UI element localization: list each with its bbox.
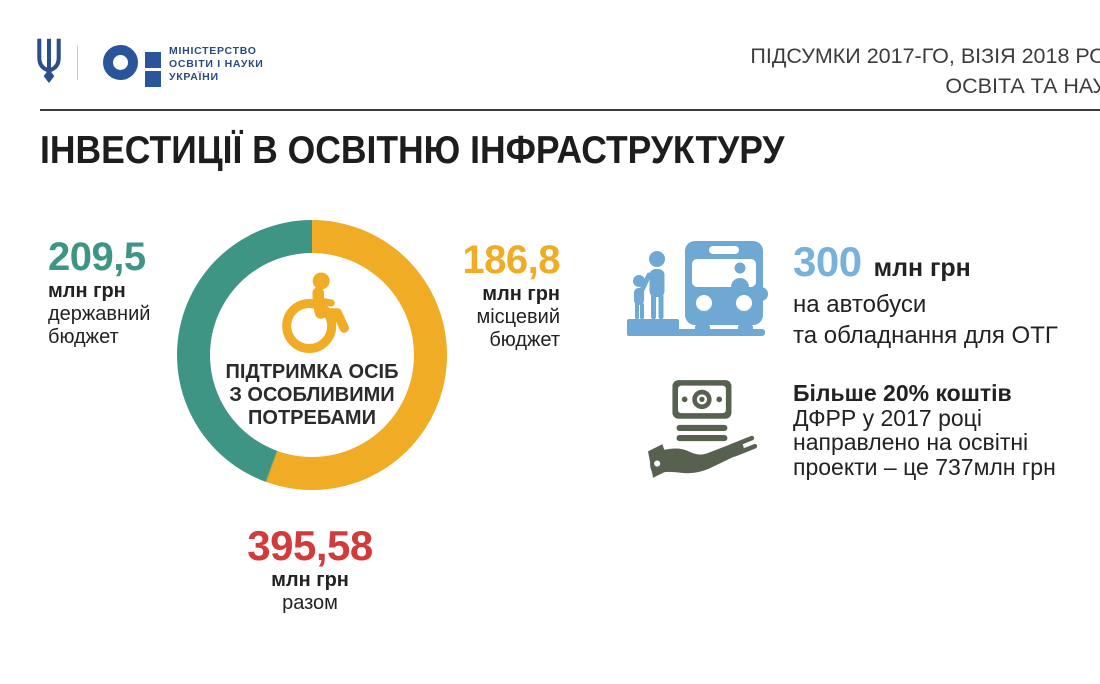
buses-value-row: 300 млн грн	[793, 240, 1058, 284]
donut-center-label: ПІДТРИМКА ОСІБ З ОСОБЛИВИМИ ПОТРЕБАМИ	[200, 361, 424, 430]
stat-label-line: державний	[48, 303, 151, 325]
buses-caption-line: та обладнання для ОТГ	[793, 322, 1058, 349]
donut-chart: ПІДТРИМКА ОСІБ З ОСОБЛИВИМИ ПОТРЕБАМИ	[177, 220, 447, 490]
stat-label-line: місцевий	[476, 306, 560, 328]
donut-center-label-line: ПОТРЕБАМИ	[248, 407, 376, 429]
stat-total: 395,58 млн грн разом	[247, 522, 373, 615]
stat-value: 209,5	[48, 235, 146, 279]
stat-label-line: разом	[282, 592, 338, 614]
bus-icon	[627, 241, 768, 336]
buses-value: 300	[793, 238, 862, 285]
ministry-name: МІНІСТЕРСТВО ОСВІТИ І НАУКИ УКРАЇНИ	[169, 45, 264, 84]
stat-unit: млн грн	[48, 280, 126, 302]
logo-divider	[77, 45, 78, 80]
event-title-line: ОСВІТА ТА НАУ	[945, 74, 1100, 98]
ministry-name-line: ОСВІТИ І НАУКИ	[169, 58, 264, 70]
ministry-name-line: УКРАЇНИ	[169, 71, 219, 83]
stat-local-budget: 186,8 млн грн місцевий бюджет	[400, 240, 560, 352]
event-title-line: ПІДСУМКИ 2017-ГО, ВІЗІЯ 2018 РО	[750, 44, 1100, 68]
ministry-name-line: МІНІСТЕРСТВО	[169, 45, 257, 57]
donut-center-label-line: ПІДТРИМКА ОСІБ	[225, 361, 399, 383]
stat-state-budget: 209,5 млн грн державний бюджет	[48, 237, 150, 349]
trident-icon	[37, 38, 61, 84]
stat-value: 395,58	[247, 522, 373, 569]
dfrr-text-line: проекти – це 737млн грн	[793, 453, 1056, 480]
dfrr-text-line: ДФРР у 2017 році	[793, 404, 982, 431]
dfrr-lead-line: Більше 20% коштів	[793, 380, 1012, 406]
stat-unit: млн грн	[482, 283, 560, 305]
header-divider	[40, 109, 1100, 111]
stat-label-line: бюджет	[48, 326, 119, 348]
buses-caption-line: на автобуси	[793, 291, 927, 318]
page-title: ІНВЕСТИЦІЇ В ОСВІТНЮ ІНФРАСТРУКТУРУ	[40, 129, 785, 172]
wheelchair-icon	[282, 272, 349, 353]
dfrr-text-line: направлено на освітні	[793, 429, 1029, 455]
stat-unit: млн грн	[271, 569, 349, 591]
donut-hole: ПІДТРИМКА ОСІБ З ОСОБЛИВИМИ ПОТРЕБАМИ	[210, 253, 414, 457]
stat-value: 186,8	[462, 238, 560, 282]
logo-colon-square-icon	[145, 52, 161, 68]
event-title: ПІДСУМКИ 2017-ГО, ВІЗІЯ 2018 РО ОСВІТА Т…	[750, 41, 1100, 101]
buses-stat: 300 млн грн на автобуси та обладнання дл…	[793, 240, 1058, 351]
buses-unit: млн грн	[873, 254, 971, 282]
stat-label-line: бюджет	[489, 329, 560, 351]
logo-colon-square-icon	[145, 71, 161, 87]
donut-center-label-line: З ОСОБЛИВИМИ	[229, 384, 395, 406]
dfrr-stat: Більше 20% коштів ДФРР у 2017 році напра…	[793, 381, 1056, 479]
money-hand-icon	[648, 380, 758, 478]
ministry-o-logo-icon	[103, 45, 138, 80]
